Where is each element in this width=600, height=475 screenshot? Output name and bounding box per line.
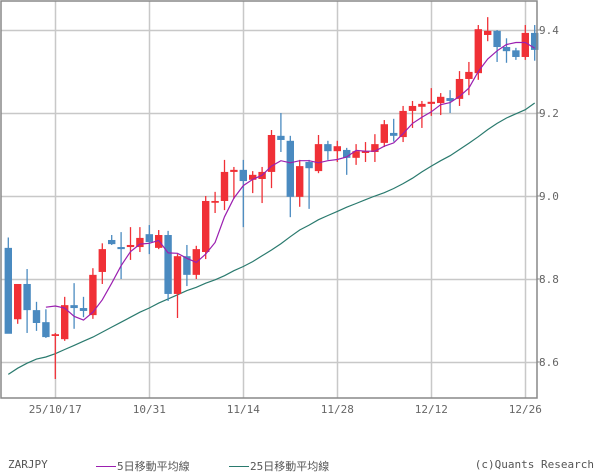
candle [164, 230, 172, 301]
candle [70, 283, 78, 329]
y-tick-label: 9.4 [539, 24, 559, 37]
candle [220, 159, 229, 211]
candle [380, 120, 388, 148]
ma5-swatch-icon [96, 465, 116, 467]
x-tick-label: 25/10/17 [29, 403, 82, 416]
candle [399, 105, 407, 143]
ma5-line [45, 41, 536, 321]
candle [155, 230, 163, 250]
x-tick-label: 11/14 [227, 403, 260, 416]
ma5-polyline [45, 41, 536, 321]
candle [446, 90, 454, 113]
legend-ma25: 25日移動平均線 [229, 458, 329, 474]
candle [4, 237, 12, 334]
grid-lines [1, 1, 537, 398]
candle [14, 283, 22, 324]
candle [79, 296, 88, 318]
candle [51, 332, 59, 380]
candle [305, 159, 313, 209]
candle [32, 301, 41, 331]
candle [108, 235, 116, 245]
candle [267, 130, 276, 189]
candle [484, 17, 492, 42]
x-tick-label: 10/31 [133, 403, 166, 416]
candle [512, 47, 520, 60]
x-tick-label: 11/28 [321, 403, 354, 416]
candlestick-chart: 9.4 9.2 9.0 8.8 8.6 25/10/17 10/31 11/14 11/28 1… [0, 0, 559, 416]
candle [23, 269, 31, 333]
candle [42, 309, 50, 338]
candles [4, 17, 539, 380]
candle [418, 100, 426, 128]
candle [352, 144, 360, 165]
chart-footer: ZARJPY 5日移動平均線 25日移動平均線 (c)Quants Resear… [0, 458, 600, 474]
candle [437, 93, 445, 116]
x-tick-label: 12/26 [509, 403, 542, 416]
candle [286, 135, 294, 218]
candle [531, 25, 539, 61]
plot-frame [0, 0, 538, 399]
candle [211, 191, 219, 214]
candle [390, 118, 398, 142]
candle [333, 140, 341, 162]
candle [493, 30, 501, 62]
x-axis-labels: 25/10/17 10/31 11/14 11/28 12/12 12/26 [29, 403, 542, 416]
candle [371, 134, 379, 162]
candle [465, 61, 473, 96]
candle [136, 227, 144, 253]
candle [230, 166, 238, 199]
y-tick-label: 9.2 [539, 107, 559, 120]
candle [314, 134, 323, 174]
x-tick-label: 12/12 [415, 403, 448, 416]
candle [173, 254, 182, 319]
candle [202, 196, 210, 260]
legend-ma25-label: 25日移動平均線 [250, 460, 330, 473]
candle [343, 147, 351, 175]
candle [361, 142, 370, 162]
candle [239, 159, 247, 228]
ma25-polyline [7, 102, 536, 375]
candle [183, 244, 191, 287]
ma25-line [7, 102, 536, 375]
legend-ma5: 5日移動平均線 [96, 458, 190, 474]
y-tick-label: 8.8 [539, 273, 559, 286]
candle [249, 171, 257, 194]
symbol-label: ZARJPY [8, 458, 48, 471]
candle [126, 227, 135, 260]
candle [117, 232, 125, 279]
candle [61, 296, 69, 341]
legend-ma5-label: 5日移動平均線 [117, 460, 190, 473]
y-tick-label: 8.6 [539, 356, 559, 369]
ma25-swatch-icon [229, 465, 249, 467]
candle [324, 140, 332, 160]
candle [277, 113, 285, 153]
candle [145, 225, 153, 255]
y-tick-label: 9.0 [539, 190, 559, 203]
candle [455, 71, 464, 106]
candle [296, 159, 304, 207]
copyright-label: (c)Quants Research [474, 458, 594, 471]
candle [502, 38, 511, 63]
candle [98, 243, 106, 284]
candle [89, 268, 97, 319]
y-axis-labels: 9.4 9.2 9.0 8.8 8.6 [537, 24, 559, 369]
